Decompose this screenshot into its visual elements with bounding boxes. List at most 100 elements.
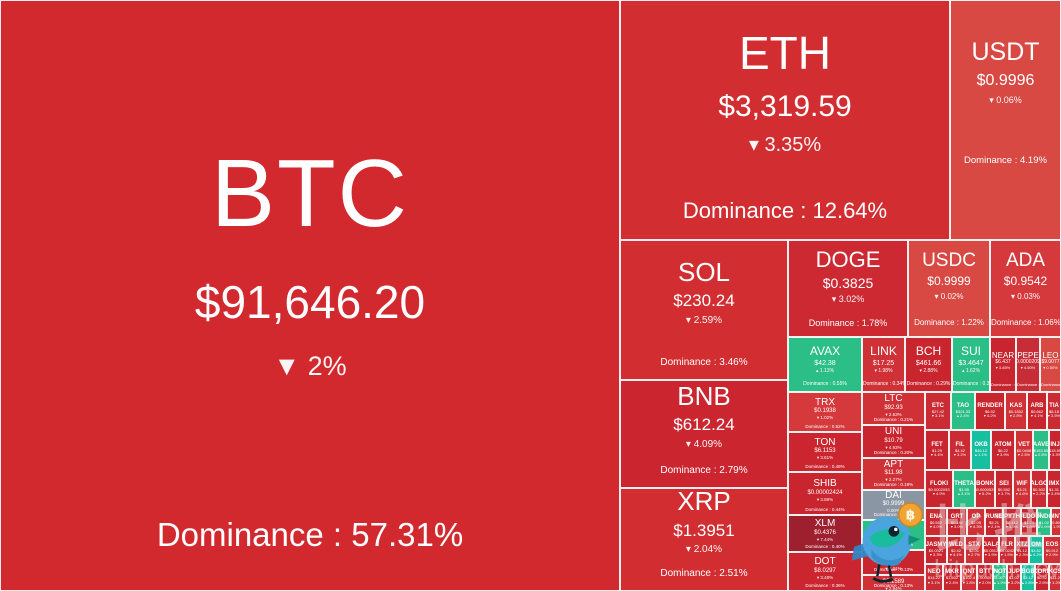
tile-symbol: XLM [814,518,836,530]
tile-inj[interactable]: INJ $18.95 ▾ 3.3% [1049,430,1061,470]
tile-avax[interactable]: AVAX $42.38 ▴ 1.13% Dominance : 0.55% [788,337,862,392]
tile-eth[interactable]: ETH $3,319.59 ▾ 3.35% Dominance : 12.64% [620,0,950,240]
tile-near[interactable]: NEAR$6.437▾ 3.85% Dominance : 0.24% [990,337,1016,392]
tile-price: $0.0000011 [977,575,992,581]
tile-kas[interactable]: KAS $0.1502 ▾ 2.8% [1005,392,1027,430]
tile-price: $8.90 [885,558,901,565]
tile-flr[interactable]: FLR $0.0242 ▾ 1.5% [999,536,1015,564]
tile-shib[interactable]: SHIB $0.00002424 ▾ 3.88% Dominance : 0.44% [788,472,862,515]
tile-trx[interactable]: TRX $0.1938 ▾ 1.02% Dominance : 0.52% [788,392,862,432]
tile-change: ▾ 3.7% [997,491,1011,497]
tile-algo[interactable]: ALGO $0.302 ▾ 2.2% [1031,470,1047,508]
tile-icp[interactable]: ICP $8.90 ▾ 3.21% Dominance : 0.13% [862,550,925,575]
tile-vet[interactable]: VET $0.0408 ▾ 2.5% [1015,430,1033,470]
tile-grt[interactable]: GRT $0.192 ▾ 3.0% [947,508,967,536]
tile-arb[interactable]: ARB $0.662 ▾ 4.1% [1027,392,1047,430]
tile-ada[interactable]: ADA $0.9542 ▾ 0.03% Dominance : 1.06% [990,240,1061,337]
tile-atom[interactable]: ATOM $6.22 ▾ 3.9% [991,430,1015,470]
tile-symbol: TAO [956,402,970,409]
tile-bnb[interactable]: BNB $612.24 ▾ 4.09% Dominance : 2.79% [620,380,788,488]
tile-gala[interactable]: GALA $0.0512 ▾ 3.9% [983,536,999,564]
tile-dominance: Dominance : 0.44% [805,506,845,512]
tile-dominance: Dominance : 0.21% [873,416,914,422]
tile-symbol: ATOM [994,441,1012,448]
tile-price: $0.1525 [882,531,905,538]
tile-core[interactable]: CORE$0.92▾ 2.6% [1035,564,1049,591]
tile-bonk[interactable]: BONK $0.0000529 ▾ 5.2% [975,470,995,508]
tile-hbar[interactable]: HBAR $0.1525 ▴ 8.04% Dominance : 0.18% [862,520,925,550]
tile-usdc[interactable]: USDC $0.9999 ▾ 0.02% Dominance : 1.22% [908,240,990,337]
tile-change: ▾ 3.3% [929,552,943,558]
tile-eos[interactable]: EOS $0.912 ▾ 2.9% [1043,536,1061,564]
tile-sui[interactable]: SUI$3.4647▴ 1.62% Dominance : 0.31% [952,337,990,392]
tile-bch[interactable]: BCH $461.66 ▾ 2.88% Dominance : 0.29% [905,337,952,392]
tile-ton[interactable]: TON $6.1153 ▾ 3.61% Dominance : 0.48% [788,432,862,472]
tile-ondo[interactable]: ONDO$1.02▴ 2.6% [1037,508,1051,536]
tile-symbol: USDC [922,250,976,272]
tile-neo[interactable]: NEO $14.22 ▾ 3.1% [925,564,943,591]
tile-theta[interactable]: THETA $1.95 ▴ 3.1% [953,470,975,508]
tile-price: $6.92 [984,408,995,414]
tile-apt[interactable]: APT $11.98 ▾ 2.27% Dominance : 0.19% [862,458,925,490]
tile-symbol: LINK [870,343,897,358]
tile-xrp[interactable]: XRP $1.3951 ▾ 2.04% Dominance : 2.51% [620,488,788,591]
tile-sol[interactable]: SOL $230.24 ▾ 2.59% Dominance : 3.46% [620,240,788,380]
tile-not[interactable]: NOT $0.0071 ▴ 1.9% [993,564,1007,591]
tile-tao[interactable]: TAO $521.33 ▴ 2.4% [951,392,975,430]
tile-uni[interactable]: UNI $10.79 ▾ 4.93% Dominance : 0.20% [862,425,925,458]
tile-change: ▾ 2.0% [978,579,992,585]
tile-xlm[interactable]: XLM $0.4376 ▾ 7.44% Dominance : 0.40% [788,515,862,552]
tile-leo[interactable]: LEO$9.0077▾ 0.50% Dominance : 0.26% [1040,337,1061,392]
tile-dai[interactable]: DAI $0.9999 0.00% Dominance : 0.15% [862,490,925,520]
tile-stx[interactable]: STX $2.01 ▾ 2.7% [965,536,983,564]
tile-pepe[interactable]: PEPE$0.00002094▾ 4.50% Dominance : 0.27% [1016,337,1040,392]
tile-price: $0.0000529 [975,486,995,492]
tile-btt[interactable]: BTT$0.0000011▾ 2.0% [977,564,993,591]
tile-kcs[interactable]: KCS $11.2 ▾ 1.2% [1049,564,1061,591]
tile-om[interactable]: OM $3.82 ▴ 4.2% [1029,536,1043,564]
tile-op[interactable]: OP $2.05 ▾ 4.3% [967,508,985,536]
tile-price: $0.1589 [882,579,905,586]
tile-xtz[interactable]: XTZ $1.12 ▾ 2.3% [1015,536,1029,564]
tile-qnt[interactable]: QNT $102.4 ▾ 1.8% [961,564,977,591]
tile-okb[interactable]: OKB $46.12 ▴ 1.1% [971,430,991,470]
tile-render[interactable]: RENDER $6.92 ▾ 4.2% [975,392,1005,430]
tile-pyth[interactable]: PYTH $0.412 ▾ 3.6% [1003,508,1021,536]
tile-rune[interactable]: RUNE $5.21 ▾ 2.1% [985,508,1003,536]
tile-ena[interactable]: ENA $0.552 ▾ 4.0% [925,508,947,536]
tile-btc[interactable]: BTC $91,646.20 ▼ 2% Dominance : 57.31% [0,0,620,591]
tile-ldo[interactable]: LDO $1.23 ▾ 4.8% [1021,508,1037,536]
tile-link[interactable]: LINK $17.25 ▾ 1.98% Dominance : 0.34% [862,337,905,392]
tile-jasmy[interactable]: JASMY $0.0321 ▾ 3.3% [925,536,947,564]
tile-cro[interactable]: CRO$0.1589▾ 2.94%Dominance : 0.13% [862,575,925,591]
tile-etc[interactable]: ETC $27.42 ▾ 3.1% [925,392,951,430]
tile-change: ▾ 0.50% [1043,364,1058,370]
tile-symbol: KAS [1009,402,1023,409]
tile-sei[interactable]: SEI $0.552 ▾ 3.7% [995,470,1013,508]
tile-jup[interactable]: JUP $1.02 ▾ 3.2% [1007,564,1021,591]
tile-change: ▾ 1.8% [962,579,976,585]
tile-change: ▾ 0.06% [989,95,1022,106]
tile-wif[interactable]: WIF $3.21 ▾ 4.6% [1013,470,1031,508]
tile-ltc[interactable]: LTC $92.93 ▾ 2.63% Dominance : 0.21% [862,392,925,425]
tile-usdt[interactable]: USDT $0.9996 ▾ 0.06% Dominance : 4.19% [950,0,1061,240]
tile-fil[interactable]: FIL $4.42 ▾ 3.2% [949,430,971,470]
tile-symbol: SOL [677,256,731,287]
tile-change: ▾ 2.63% [885,411,902,417]
tile-imx[interactable]: IMX $1.31 ▾ 3.4% [1047,470,1061,508]
tile-fet[interactable]: FET $1.29 ▾ 4.4% [925,430,949,470]
tile-change: ▾ 4.0% [929,524,943,530]
tile-dot[interactable]: DOT $8.0297 ▾ 3.48% Dominance : 0.36% [788,552,862,591]
tile-wld[interactable]: WLD $2.42 ▾ 4.1% [947,536,965,564]
tile-aave[interactable]: AAVE $163.55 ▴ 0.8% [1033,430,1049,470]
tile-floki[interactable]: FLOKI $0.0002093 ▾ 4.9% [925,470,953,508]
tile-mkr[interactable]: MKR $1,602 ▾ 2.4% [943,564,961,591]
tile-mnt[interactable]: MNT$0.802▾ 1.9% [1051,508,1061,536]
tile-symbol: OM [1031,541,1041,548]
tile-tia[interactable]: TIA $6.18 ▾ 3.5% [1047,392,1061,430]
tile-dominance: Dominance : 1.06% [991,317,1061,327]
tile-change: ▾ 2.1% [987,524,1001,530]
tile-doge[interactable]: DOGE $0.3825 ▾ 3.02% Dominance : 1.78% [788,240,908,337]
tile-price: $46.12 [974,447,988,453]
tile-bgb[interactable]: BGB $2.12 ▴ 2.8% [1021,564,1035,591]
